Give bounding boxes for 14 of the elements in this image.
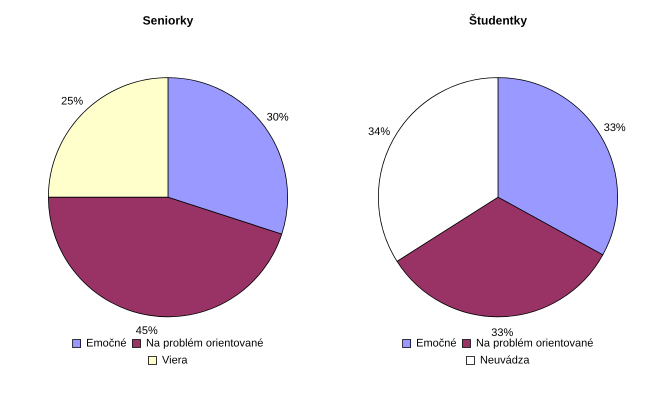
data-label: 30% — [266, 112, 289, 124]
legend-label: Viera — [162, 354, 188, 367]
legend-label: Neuvádza — [480, 354, 530, 367]
chart-title: Seniorky — [142, 14, 194, 28]
legend-label: Na problém orientované — [476, 338, 594, 350]
chart-title: Študentky — [468, 14, 528, 28]
data-label: 33% — [491, 326, 514, 339]
legend-label: Emočné — [86, 338, 126, 350]
data-label: 34% — [368, 126, 390, 138]
data-label: 45% — [136, 325, 158, 338]
legend-label: Emočné — [416, 338, 456, 350]
data-label: 33% — [604, 122, 626, 134]
data-label: 25% — [61, 95, 84, 108]
legend-label: Na problém orientované — [146, 338, 264, 350]
